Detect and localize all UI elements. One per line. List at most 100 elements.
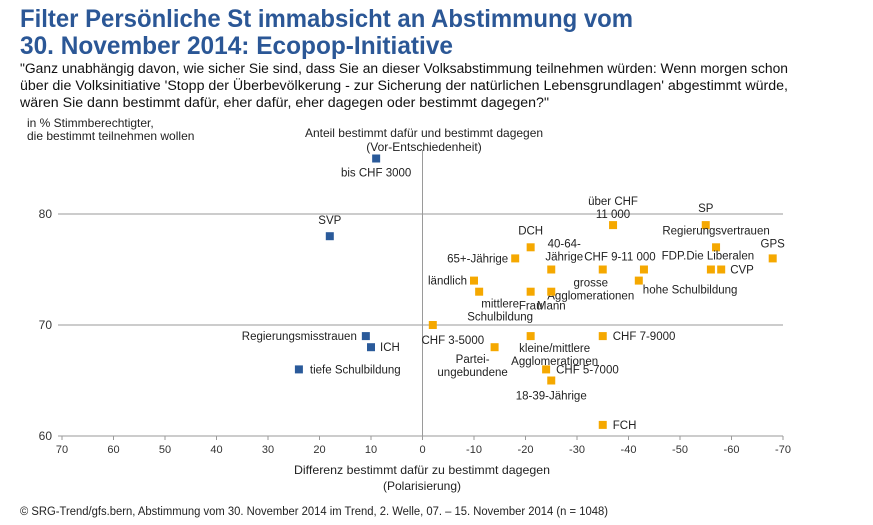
- data-point-marker: [470, 276, 478, 285]
- x-tick-label: 10: [365, 444, 377, 456]
- data-point-label: Frau: [519, 301, 543, 313]
- data-point-label: Jährige: [545, 252, 583, 264]
- question-line-2: über die Volksinitiative 'Stopp der Über…: [20, 78, 788, 93]
- source-footer: © SRG-Trend/gfs.bern, Abstimmung vom 30.…: [20, 506, 608, 518]
- data-point-group: hohe Schulbildung: [634, 276, 738, 297]
- data-point-marker: [367, 343, 375, 352]
- data-point-label: 18-39-Jährige: [516, 391, 587, 403]
- y-tick-label: 80: [39, 207, 53, 221]
- data-point-label: CHF 3-5000: [421, 335, 484, 347]
- data-point-marker: [475, 287, 484, 296]
- y2-axis-label-2: (Vor-Entschiedenheit): [366, 140, 481, 154]
- data-point-group: bis CHF 3000: [341, 154, 411, 180]
- data-point-label: Regierungsmisstrauen: [242, 331, 357, 343]
- data-point-marker: [598, 265, 607, 274]
- x-tick-label: 40: [210, 444, 222, 456]
- y-tick-label: 60: [39, 429, 53, 443]
- data-point-label: Regierungsvertrauen: [662, 225, 769, 237]
- data-point-label: ICH: [380, 342, 400, 354]
- x-tick-label: -20: [518, 444, 534, 456]
- data-point-marker: [511, 254, 520, 263]
- data-point-label: ländlich: [428, 276, 467, 288]
- data-point-group: 18-39-Jährige: [516, 376, 587, 403]
- data-point-marker: [547, 265, 556, 274]
- data-point-label: tiefe Schulbildung: [310, 364, 401, 376]
- data-point-label: hohe Schulbildung: [643, 285, 738, 297]
- data-point-marker: [768, 254, 777, 263]
- data-point-group: GPS: [761, 238, 786, 263]
- axis-ticks: 70 60 50 40 30 20 10 0 -10 -20 -30 -40 -50 -60 -706070…: [39, 207, 791, 456]
- data-point-group: Regierungsmisstrauen: [242, 331, 370, 343]
- data-point-label: Mann: [537, 301, 566, 313]
- data-point-group: CVP: [717, 265, 754, 277]
- data-point-marker: [639, 265, 648, 274]
- data-point-group: ICH: [367, 342, 400, 354]
- x-tick-label: 30: [262, 444, 274, 456]
- data-point-group: tiefe Schulbildung: [294, 364, 401, 376]
- data-point-marker: [634, 276, 643, 285]
- data-point-group: DCH: [518, 225, 543, 252]
- data-point-marker: [701, 221, 710, 230]
- data-point-label: CHF 5-7000: [556, 364, 619, 376]
- data-point-label: Agglomerationen: [511, 356, 598, 368]
- x-axis-label-1: Differenz bestimmt dafür zu bestimmt dag…: [294, 463, 550, 477]
- data-point-marker: [712, 243, 721, 252]
- data-point-label: 65+-Jährige: [447, 253, 508, 265]
- x-tick-label: -40: [621, 444, 637, 456]
- data-point-marker: [325, 232, 334, 241]
- y2-axis-label-1: Anteil bestimmt dafür und bestimmt dageg…: [305, 126, 543, 140]
- x-axis-label-2: (Polarisierung): [383, 479, 461, 493]
- y-axis-label-1: in % Stimmberechtigter,: [27, 116, 154, 130]
- y-tick-label: 70: [39, 318, 53, 332]
- data-point-label: FDP.Die Liberalen: [662, 251, 754, 263]
- x-tick-label: 0: [419, 444, 425, 456]
- x-tick-label: 70: [56, 444, 68, 456]
- data-point-marker: [526, 287, 535, 296]
- data-point-label: FCH: [613, 420, 637, 432]
- data-point-group: CHF 3-5000: [421, 321, 484, 347]
- data-point-marker: [598, 332, 607, 341]
- data-point-label: 40-64-: [548, 239, 581, 251]
- data-point-group: CHF 5-7000: [542, 364, 619, 376]
- x-tick-label: 50: [159, 444, 171, 456]
- data-point-label: GPS: [761, 238, 786, 250]
- data-point-group: 65+-Jährige: [447, 253, 520, 265]
- y-axis-label-2: die bestimmt teilnehmen wollen: [27, 129, 194, 143]
- data-point-label: Agglomerationen: [547, 291, 634, 303]
- data-point-label: CHF 9-11 000: [584, 252, 655, 264]
- question-line-1: "Ganz unabhängig davon, wie sicher Sie s…: [20, 61, 788, 76]
- data-point-marker: [706, 265, 715, 274]
- x-tick-label: 20: [313, 444, 325, 456]
- data-point-label: SVP: [318, 215, 341, 227]
- x-tick-label: -60: [724, 444, 740, 456]
- data-point-group: FDP.Die Liberalen: [662, 251, 754, 274]
- data-point-marker: [526, 332, 535, 341]
- data-point-label: über CHF: [588, 196, 638, 208]
- data-point-label: Schulbildung: [467, 312, 533, 324]
- data-point-group: ländlich: [428, 276, 478, 288]
- data-point-label: CVP: [730, 265, 754, 277]
- data-point-label: CHF 7-9000: [613, 331, 676, 343]
- title-line-1: Filter Persönliche St immabsicht an Abst…: [20, 5, 633, 33]
- x-tick-label: 60: [107, 444, 119, 456]
- data-point-marker: [372, 154, 381, 163]
- data-point-group: SP: [698, 203, 714, 230]
- data-point-marker: [598, 420, 607, 429]
- data-point-marker: [547, 376, 556, 385]
- data-point-group: Partei-ungebundene: [437, 343, 508, 379]
- title-line-2: 30. November 2014: Ecopop-Initiative: [20, 32, 453, 60]
- data-point-marker: [490, 343, 499, 352]
- data-point-group: 40-64-Jährige: [545, 239, 583, 274]
- data-point-label: DCH: [518, 225, 543, 237]
- question-line-3: wären Sie dann bestimmt dafür, eher dafü…: [19, 95, 549, 110]
- data-point-group: CHF 7-9000: [598, 331, 676, 343]
- data-point-marker: [542, 365, 551, 374]
- x-tick-label: -30: [569, 444, 585, 456]
- data-point-marker: [717, 265, 726, 274]
- data-point-label: Partei-: [456, 354, 490, 366]
- data-points: bis CHF 3000 SVP Regierungsmisstrauen ICH ti…: [242, 154, 786, 432]
